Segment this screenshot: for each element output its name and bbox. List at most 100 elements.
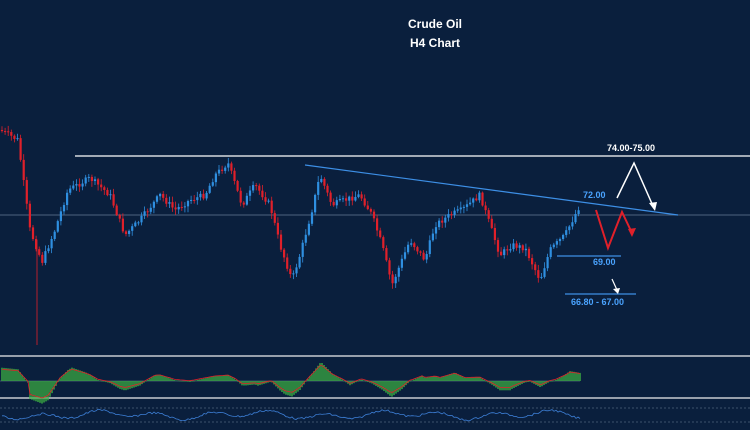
macd-bar-227 <box>455 373 457 381</box>
macd-bar-168 <box>337 376 339 381</box>
macd-bar-144 <box>289 381 291 396</box>
macd-bar-15 <box>31 381 33 400</box>
macd-bar-163 <box>327 369 329 381</box>
candle-body-80 <box>248 190 252 196</box>
macd-bar-134 <box>269 381 271 383</box>
macd-bar-29 <box>59 378 61 381</box>
macd-bar-47 <box>95 378 97 381</box>
macd-bar-40 <box>81 371 83 381</box>
candle-body-169 <box>524 248 527 251</box>
macd-bar-228 <box>457 374 459 381</box>
macd-bar-65 <box>131 381 133 389</box>
macd-bar-155 <box>311 373 313 381</box>
candle-body-15 <box>47 248 50 252</box>
candle-body-116 <box>360 194 363 199</box>
macd-bar-133 <box>267 381 269 383</box>
candle-body-96 <box>298 256 301 268</box>
candle-body-153 <box>475 198 478 201</box>
macd-bar-223 <box>447 374 449 381</box>
candles-group <box>0 125 580 345</box>
macd-bar-110 <box>221 375 223 381</box>
macd-bar-154 <box>309 376 311 381</box>
candle-body-33 <box>103 187 106 190</box>
macd-bar-107 <box>215 375 217 381</box>
macd-bar-21 <box>43 381 45 403</box>
candle-body-146 <box>453 210 456 215</box>
candle-body-113 <box>351 196 354 201</box>
macd-bar-262 <box>525 381 527 383</box>
macd-bar-204 <box>409 381 411 382</box>
descending-trendline <box>304 164 679 216</box>
candle-body-46 <box>143 211 146 216</box>
macd-bar-45 <box>91 375 93 381</box>
candle-body-81 <box>252 185 255 191</box>
candle-body-16 <box>50 238 53 249</box>
candle-body-101 <box>314 194 317 213</box>
candle-body-150 <box>465 204 469 207</box>
macd-bar-90 <box>181 381 183 382</box>
candle-body-9 <box>28 203 31 228</box>
macd-bar-226 <box>453 372 455 381</box>
macd-bar-0 <box>1 367 3 381</box>
macd-bar-2 <box>5 368 7 381</box>
candle-body-128 <box>397 267 400 277</box>
candle-body-55 <box>171 202 174 208</box>
macd-bar-43 <box>87 373 89 381</box>
macd-bar-77 <box>155 374 157 381</box>
projection-white-path <box>616 161 654 207</box>
macd-bar-241 <box>483 379 485 381</box>
candle-body-124 <box>385 248 388 261</box>
macd-bar-88 <box>177 380 179 382</box>
candle-body-180 <box>558 239 562 242</box>
candle-body-58 <box>180 207 183 209</box>
macd-bar-3 <box>7 368 9 381</box>
candle-body-149 <box>462 206 465 208</box>
macd-bar-114 <box>229 376 231 381</box>
candle-body-36 <box>112 194 115 206</box>
macd-bar-274 <box>549 381 551 382</box>
candle-body-26 <box>81 183 84 187</box>
candle-body-163 <box>506 249 509 251</box>
macd-bar-7 <box>15 369 17 381</box>
candle-body-147 <box>456 209 459 211</box>
macd-bar-63 <box>127 381 129 390</box>
macd-bar-289 <box>579 372 581 381</box>
macd-bar-231 <box>463 377 465 381</box>
macd-bar-263 <box>527 381 529 382</box>
candle-body-37 <box>115 205 118 215</box>
macd-bar-39 <box>79 370 81 381</box>
macd-bar-252 <box>505 381 507 391</box>
candle-body-93 <box>289 268 292 275</box>
macd-bar-106 <box>213 376 215 381</box>
macd-bar-41 <box>83 371 85 381</box>
macd-bar-265 <box>531 381 533 383</box>
candle-body-157 <box>487 210 490 219</box>
candle-body-130 <box>403 252 407 259</box>
macd-bar-212 <box>425 377 427 381</box>
macd-bar-213 <box>427 377 429 381</box>
candle-body-23 <box>72 185 75 189</box>
projection-down-arrow <box>611 278 618 291</box>
candle-body-122 <box>379 230 382 238</box>
candle-body-68 <box>211 182 214 186</box>
macd-bar-112 <box>225 375 227 381</box>
projection-red-arrowhead <box>628 228 636 237</box>
macd-bar-37 <box>75 369 77 381</box>
candle-body-118 <box>366 205 369 210</box>
macd-bar-139 <box>279 381 281 391</box>
candle-body-151 <box>469 202 472 205</box>
macd-bar-201 <box>403 381 405 388</box>
macd-bar-31 <box>63 374 65 381</box>
macd-bar-98 <box>197 379 199 381</box>
candle-body-181 <box>562 234 565 240</box>
macd-bar-6 <box>13 368 15 381</box>
macd-bar-211 <box>423 377 425 381</box>
macd-bar-60 <box>121 381 123 390</box>
macd-bar-179 <box>359 380 361 381</box>
candle-body-182 <box>565 230 568 235</box>
candle-body-160 <box>496 240 500 252</box>
macd-bar-49 <box>99 380 101 382</box>
candle-body-159 <box>493 227 496 241</box>
candle-body-136 <box>422 252 425 260</box>
candle-body-7 <box>22 159 25 181</box>
